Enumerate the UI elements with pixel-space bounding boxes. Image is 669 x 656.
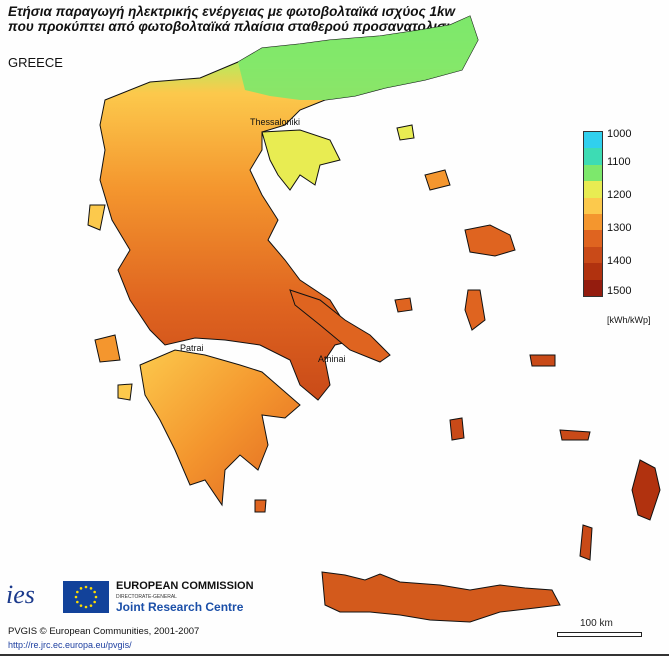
legend-unit: [kWh/kWp] xyxy=(607,315,651,325)
ies-logo: ies xyxy=(6,580,35,609)
kythira xyxy=(254,499,267,513)
legend-band xyxy=(584,164,602,182)
eu-flag-icon xyxy=(63,581,109,613)
color-legend: 1000 1100 1200 1300 1400 1500 xyxy=(583,128,631,297)
eu-star-icon xyxy=(84,585,88,589)
scale-bar xyxy=(557,632,642,637)
legend-band xyxy=(584,132,602,149)
skyros xyxy=(394,297,413,313)
eu-star-icon xyxy=(94,595,98,599)
chios xyxy=(464,289,486,331)
city-label-thessaloniki: Thessaloniki xyxy=(250,117,300,127)
legend-band xyxy=(584,230,602,247)
legend-label: 1000 xyxy=(607,128,632,140)
legend-band xyxy=(584,148,602,165)
city-label-patrai: Patrai xyxy=(180,343,204,353)
eu-star-icon xyxy=(93,600,96,604)
legend-label: 1500 xyxy=(607,285,632,297)
samos xyxy=(529,354,556,367)
evia xyxy=(289,289,391,363)
eu-star-icon xyxy=(79,587,83,590)
eu-star-icon xyxy=(89,604,93,607)
eu-star-icon xyxy=(76,600,79,604)
eu-star-icon xyxy=(93,590,96,594)
rhodes xyxy=(631,459,661,521)
legend-label: 1100 xyxy=(607,156,631,168)
peloponnese xyxy=(139,349,301,507)
lesvos xyxy=(464,224,516,257)
thrace-green-zone xyxy=(238,16,478,100)
map-title-line-1: Ετήσια παραγωγή ηλεκτρικής ενέργειας με … xyxy=(8,4,455,19)
kos xyxy=(559,429,591,441)
pvgis-link[interactable]: http://re.jrc.ec.europa.eu/pvgis/ xyxy=(8,640,132,650)
scale-label: 100 km xyxy=(580,618,613,629)
legend-color-bar xyxy=(583,131,603,297)
thasos xyxy=(396,124,415,141)
legend-band xyxy=(584,197,602,214)
corfu xyxy=(87,204,106,231)
ec-title: EUROPEAN COMMISSION xyxy=(116,580,254,592)
mainland xyxy=(87,15,661,623)
ec-jrc: Joint Research Centre xyxy=(116,600,244,614)
legend-label: 1400 xyxy=(607,255,632,267)
ec-dg: DIRECTORATE-GENERAL xyxy=(116,594,177,600)
legend-band xyxy=(584,213,602,231)
legend-band xyxy=(584,279,602,296)
copyright: PVGIS © European Communities, 2001-2007 xyxy=(8,626,200,637)
legend-label: 1300 xyxy=(607,222,632,234)
legend-band xyxy=(584,181,602,198)
zakynthos xyxy=(117,383,133,401)
limnos xyxy=(424,169,451,191)
legend-label: 1200 xyxy=(607,189,632,201)
map-title-line-2: που προκύπτει από φωτοβολταϊκά πλαίσια σ… xyxy=(8,19,471,34)
city-label-athinai: Athinai xyxy=(318,354,346,364)
eu-star-icon xyxy=(84,605,88,609)
country-label: GREECE xyxy=(8,55,63,70)
chalkidiki xyxy=(261,129,341,191)
crete xyxy=(321,571,561,623)
legend-band xyxy=(584,263,602,280)
naxos xyxy=(449,417,465,441)
eu-star-icon xyxy=(79,604,83,607)
eu-star-icon xyxy=(74,595,78,599)
legend-band xyxy=(584,246,602,264)
kefalonia xyxy=(94,334,121,363)
eu-star-icon xyxy=(89,587,93,590)
eu-star-icon xyxy=(76,590,79,594)
karpathos xyxy=(579,524,593,561)
